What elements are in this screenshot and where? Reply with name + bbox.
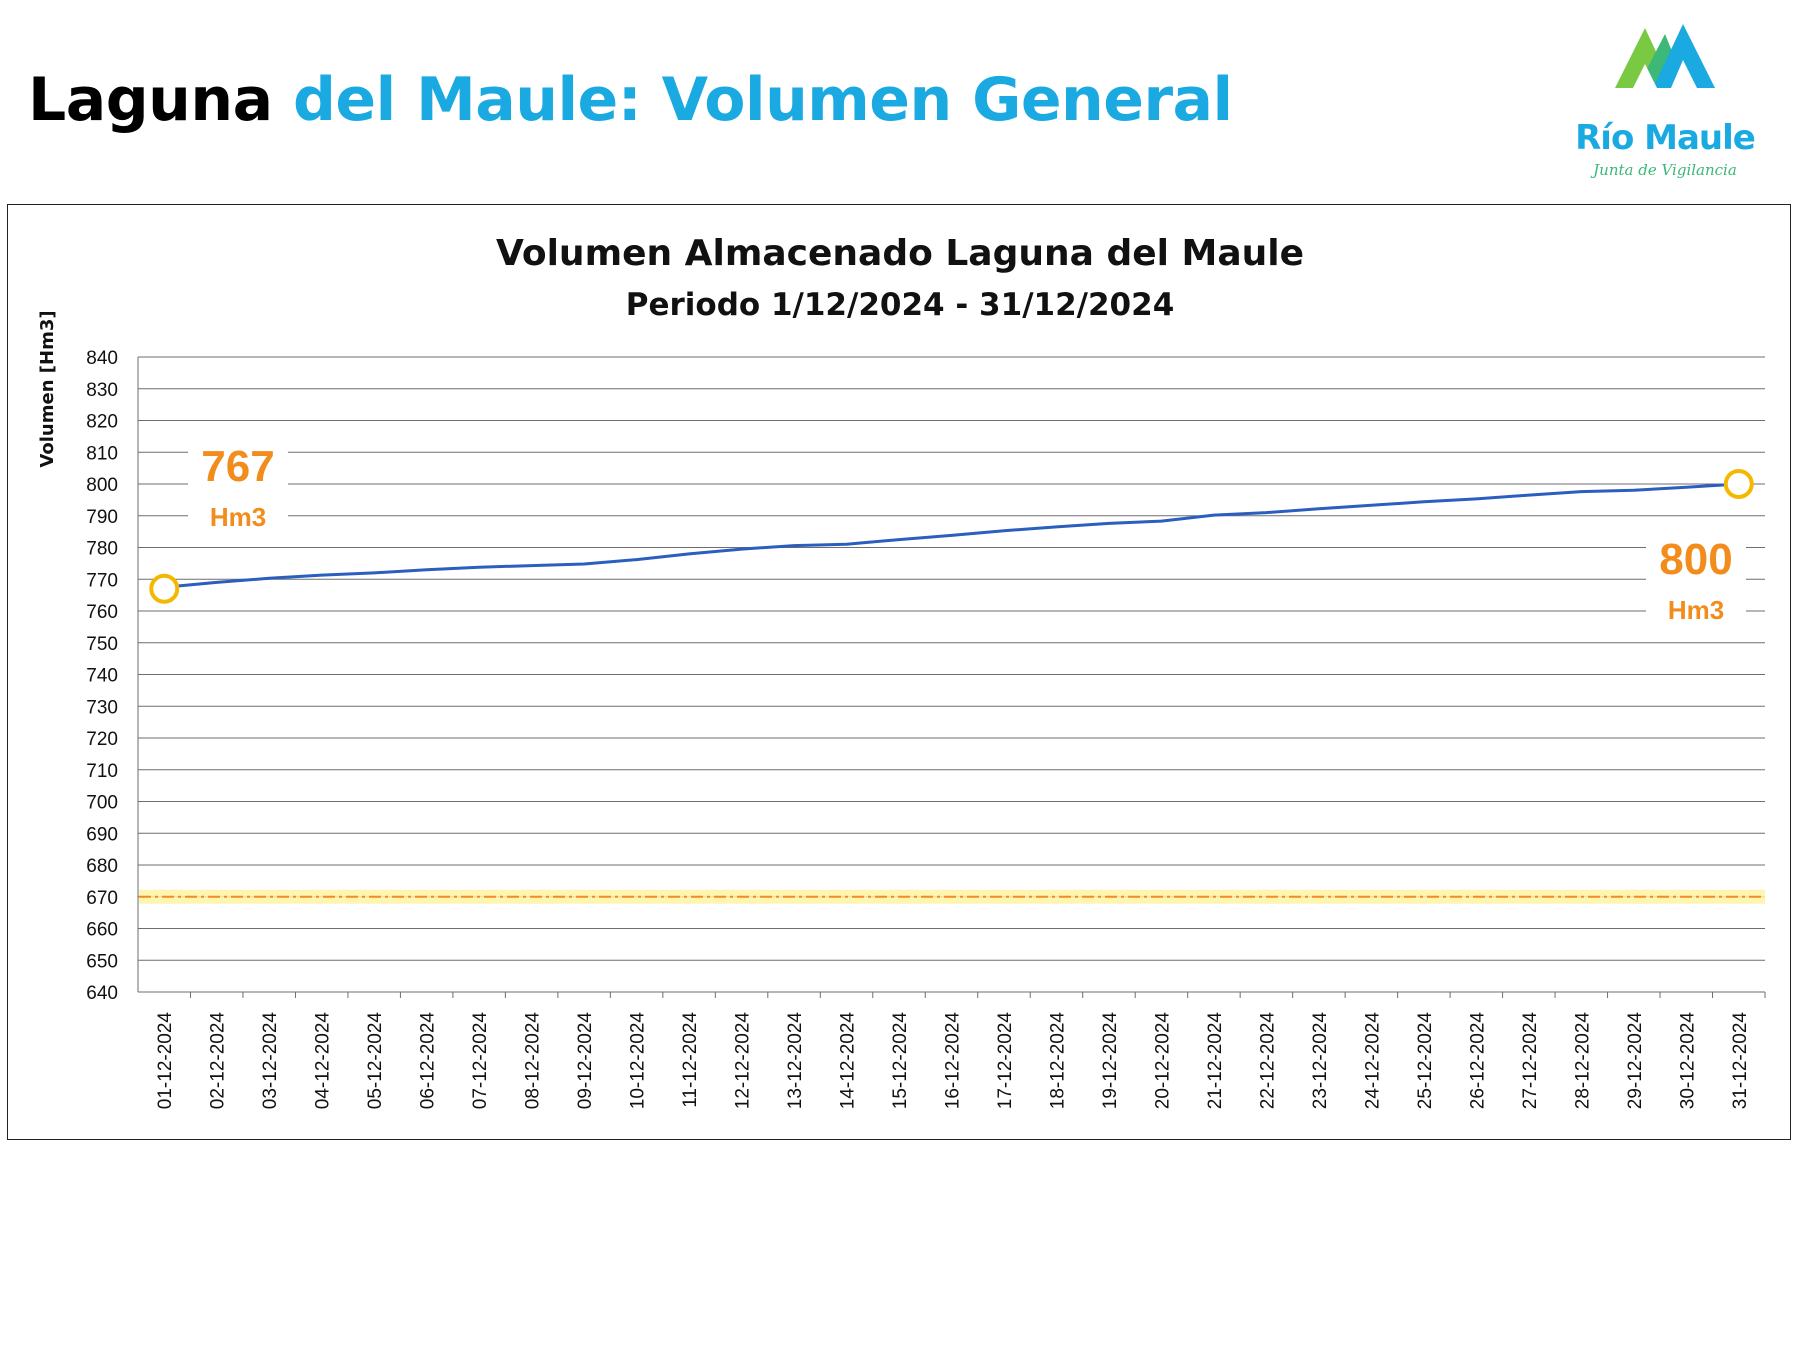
- start-value-label: 767: [201, 442, 275, 491]
- x-tick-label: 02-12-2024: [208, 1012, 229, 1110]
- x-tick-label: 18-12-2024: [1047, 1012, 1068, 1110]
- y-tick-label: 820: [86, 412, 118, 433]
- x-tick-label: 24-12-2024: [1362, 1012, 1383, 1110]
- page-title-part1: Laguna: [28, 65, 273, 135]
- x-tick-label: 07-12-2024: [470, 1012, 491, 1110]
- y-tick-label: 790: [86, 507, 118, 528]
- x-tick-label: 30-12-2024: [1677, 1012, 1698, 1110]
- y-tick-label: 750: [86, 634, 118, 655]
- y-tick-label: 800: [86, 475, 118, 496]
- x-tick-label: 14-12-2024: [838, 1012, 859, 1110]
- page-title: Laguna del Maule: Volumen General: [28, 55, 1233, 145]
- end-value-annotation: 800 Hm3: [1646, 530, 1746, 630]
- x-tick-label: 15-12-2024: [890, 1012, 911, 1110]
- end-value-label: 800: [1659, 535, 1733, 584]
- y-tick-label: 720: [86, 729, 118, 750]
- chart-frame: 640 650 660 670 680 690 700 710 720 730 740 750 760 7…: [7, 204, 1791, 1140]
- y-tick-label: 730: [86, 697, 118, 718]
- x-tick-label: 23-12-2024: [1310, 1012, 1331, 1110]
- highlight-marker: [1723, 469, 1754, 499]
- x-tick-label: 03-12-2024: [260, 1012, 281, 1110]
- y-tick-label: 840: [86, 348, 118, 369]
- x-tick-label: 27-12-2024: [1520, 1012, 1541, 1110]
- x-tick-label: 05-12-2024: [365, 1012, 386, 1110]
- y-tick-label: 680: [86, 856, 118, 877]
- x-tick-label: 13-12-2024: [785, 1012, 806, 1110]
- series-line-volumen: [164, 482, 1739, 589]
- x-tick-label: 11-12-2024: [680, 1012, 701, 1108]
- x-tick-label: 01-12-2024: [155, 1012, 176, 1110]
- x-tick-label: 29-12-2024: [1625, 1012, 1646, 1110]
- y-tick-label: 760: [86, 602, 118, 623]
- x-tick-label: 20-12-2024: [1152, 1012, 1173, 1110]
- chart-canvas: 640 650 660 670 680 690 700 710 720 730 740 750 760 7…: [37, 310, 1766, 1110]
- y-tick-label: 810: [86, 443, 118, 464]
- y-tick-label: 660: [86, 920, 118, 941]
- rio-maule-logo: Río Maule Junta de Vigilancia: [1560, 20, 1770, 179]
- chart-title: Volumen Almacenado Laguna del Maule: [495, 233, 1305, 274]
- y-tick-label: 690: [86, 824, 118, 845]
- x-tick-label: 25-12-2024: [1415, 1012, 1436, 1110]
- x-tick-label: 06-12-2024: [418, 1012, 439, 1110]
- x-tick-label: 17-12-2024: [995, 1012, 1016, 1110]
- y-tick-label: 770: [86, 570, 118, 591]
- x-tick-label: 16-12-2024: [943, 1012, 964, 1110]
- x-tick-label: 10-12-2024: [628, 1012, 649, 1110]
- end-value-unit: Hm3: [1667, 595, 1725, 625]
- logo-name: Río Maule: [1575, 118, 1756, 158]
- x-tick-label: 12-12-2024: [733, 1012, 754, 1110]
- y-tick-label: 700: [86, 793, 118, 814]
- y-tick-label: 780: [86, 539, 118, 560]
- y-tick-label: 740: [86, 666, 118, 687]
- x-tick-label: 04-12-2024: [313, 1012, 334, 1110]
- page-title-part2: del Maule: Volumen General: [292, 65, 1233, 135]
- x-tick-label: 08-12-2024: [523, 1012, 544, 1110]
- x-tick-label: 31-12-2024: [1730, 1012, 1751, 1110]
- y-tick-label: 650: [86, 951, 118, 972]
- x-tick-label: 22-12-2024: [1257, 1012, 1278, 1110]
- x-tick-label: 19-12-2024: [1100, 1012, 1121, 1110]
- y-tick-label: 640: [86, 983, 118, 1004]
- y-tick-label: 670: [86, 888, 118, 909]
- y-axis-title: Volumen [Hm3]: [37, 310, 58, 467]
- x-tick-label: 26-12-2024: [1467, 1012, 1488, 1110]
- y-tick-label: 830: [86, 380, 118, 401]
- x-tick-label: 09-12-2024: [575, 1012, 596, 1110]
- y-tick-label: 710: [86, 761, 118, 782]
- chart-subtitle: Periodo 1/12/2024 - 31/12/2024: [625, 287, 1175, 323]
- highlight-marker: [149, 573, 180, 604]
- start-value-unit: Hm3: [209, 502, 267, 532]
- start-value-annotation: 767 Hm3: [188, 437, 288, 537]
- mountain-logo-icon: [1615, 24, 1715, 88]
- x-tick-label: 21-12-2024: [1205, 1012, 1226, 1110]
- x-tick-label: 28-12-2024: [1572, 1012, 1593, 1110]
- logo-tagline: Junta de Vigilancia: [1593, 161, 1737, 179]
